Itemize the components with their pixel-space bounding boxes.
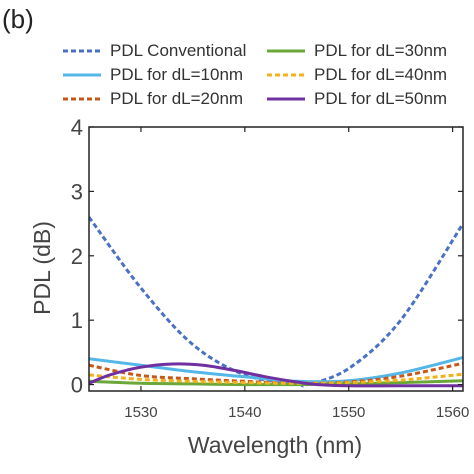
legend-swatch [63, 73, 101, 77]
x-axis-label: Wavelength (nm) [188, 432, 362, 458]
legend-label: PDL for dL=20nm [110, 89, 244, 108]
legend-item-2: PDL for dL=10nm [62, 64, 243, 86]
legend-item-6: PDL for dL=50nm [266, 88, 447, 110]
legend-swatch [267, 49, 305, 53]
y-tick-label: 3 [71, 179, 83, 204]
legend-swatch [267, 97, 305, 101]
legend-swatch [267, 73, 305, 77]
y-tick-label: 4 [71, 115, 83, 140]
series-line-5 [89, 372, 463, 385]
x-tick-label: 1540 [228, 404, 261, 421]
y-tick-label: 0 [71, 373, 83, 398]
y-tick-label: 2 [71, 244, 83, 269]
legend-item-5: PDL for dL=40nm [266, 64, 447, 86]
legend-item-4: PDL for dL=30nm [266, 40, 447, 62]
legend-item-3: PDL for dL=20nm [62, 88, 243, 110]
legend-item-1: PDL Conventional [62, 40, 246, 62]
legend-swatch [63, 49, 101, 53]
legend-label: PDL Conventional [110, 41, 247, 60]
plot-frame [88, 126, 464, 392]
series-line-6 [89, 362, 463, 388]
x-tick-label: 1550 [332, 404, 365, 421]
legend-label: PDL for dL=40nm [314, 65, 448, 84]
x-tick-label: 1560 [436, 404, 469, 421]
series-line-1 [89, 216, 463, 388]
axes: 1530 1540 1550 1560 0 1 2 3 4 [71, 115, 470, 421]
legend: PDL Conventional PDL for dL=10nm PDL for d… [62, 40, 472, 110]
series-line-3 [89, 361, 463, 385]
y-axis-label: PDL (dB) [29, 221, 55, 315]
y-tick-label: 1 [71, 308, 83, 333]
legend-label: PDL for dL=50nm [314, 89, 448, 108]
legend-label: PDL for dL=30nm [314, 41, 448, 60]
legend-swatch [63, 97, 101, 101]
series-lines [89, 216, 463, 388]
panel-label: (b) [2, 4, 34, 34]
x-tick-label: 1530 [124, 404, 157, 421]
series-line-4 [89, 379, 463, 387]
legend-label: PDL for dL=10nm [110, 65, 244, 84]
